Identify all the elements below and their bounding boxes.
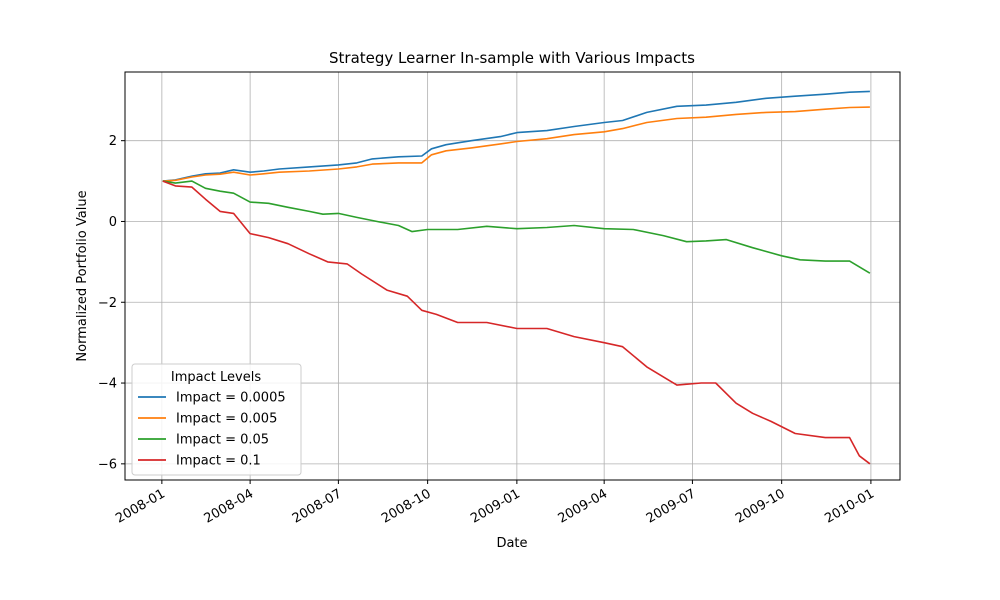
- y-tick-label: 2: [109, 134, 117, 149]
- grid-lines: [125, 72, 900, 480]
- y-tick-label: 0: [109, 215, 117, 230]
- x-axis-label: Date: [496, 536, 527, 551]
- y-tick-label: −6: [98, 457, 117, 472]
- legend-entry: Impact = 0.005: [176, 412, 277, 427]
- y-tick-label: −2: [98, 296, 117, 311]
- plot-frame: [124, 71, 901, 481]
- series-line: [162, 180, 871, 465]
- series-line: [162, 180, 871, 274]
- series-line: [162, 90, 870, 182]
- y-axis-label: Normalized Portfolio Value: [75, 190, 90, 361]
- y-tick-label: −4: [98, 377, 117, 392]
- legend-entry: Impact = 0.1: [176, 454, 261, 469]
- series-lines: [162, 90, 871, 465]
- legend-entry: Impact = 0.05: [176, 433, 269, 448]
- legend-title: Impact Levels: [171, 370, 261, 385]
- legend-entry: Impact = 0.0005: [176, 391, 286, 406]
- chart-title: Strategy Learner In-sample with Various …: [329, 49, 695, 67]
- legend: Impact Levels Impact = 0.0005 Impact = 0.…: [131, 363, 302, 476]
- legend-box: [131, 363, 302, 476]
- series-line: [162, 106, 870, 182]
